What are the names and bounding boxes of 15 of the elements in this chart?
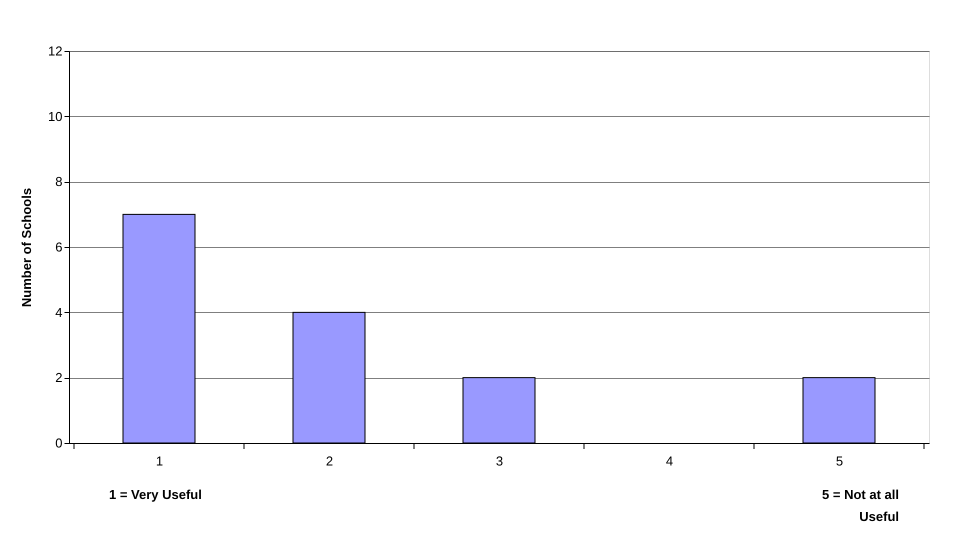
y-tick-label: 8 — [55, 174, 62, 190]
x-tick-label: 1 — [156, 454, 164, 468]
x-tick-label: 4 — [666, 454, 674, 468]
text: 1 = Very Useful — [109, 487, 202, 502]
y-tick-label: 2 — [55, 370, 62, 386]
y-tick-label: 12 — [48, 44, 62, 58]
y-tick-label: 4 — [55, 304, 62, 320]
text: 5 = Not at all Useful — [822, 487, 899, 524]
y-tick-label: 6 — [55, 240, 62, 254]
x-tick-label: 5 — [836, 454, 844, 468]
x-tick-label: 2 — [326, 454, 334, 468]
y-tick-label: 10 — [48, 108, 62, 124]
y-tick-label: 0 — [55, 436, 62, 450]
x-tick-label: 3 — [496, 454, 504, 468]
y-axis-title: Number of Schools — [19, 188, 34, 308]
